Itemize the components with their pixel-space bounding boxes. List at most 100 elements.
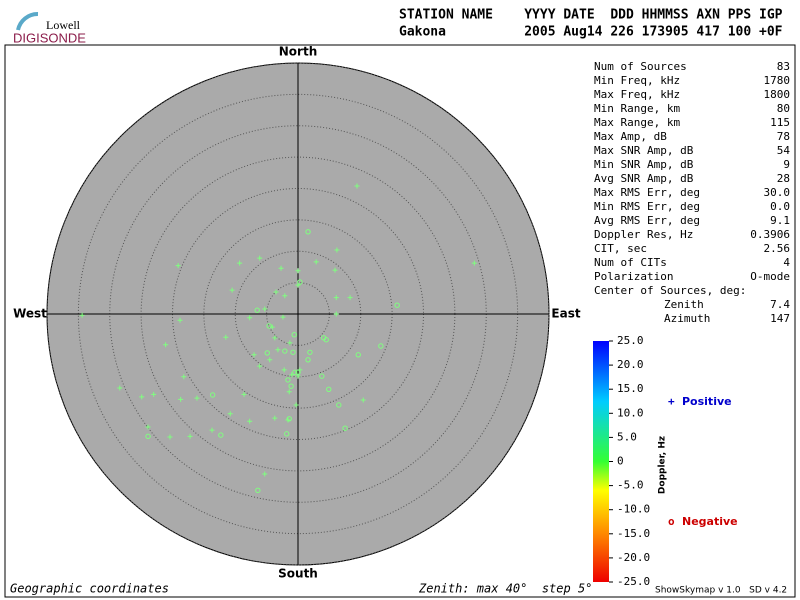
east-label: East bbox=[551, 307, 580, 321]
source-plus bbox=[247, 315, 253, 321]
source-circle bbox=[286, 416, 292, 422]
source-plus bbox=[257, 255, 263, 261]
source-plus bbox=[227, 411, 233, 417]
source-plus bbox=[272, 335, 278, 341]
south-label: South bbox=[278, 567, 318, 581]
source-plus bbox=[295, 268, 301, 274]
stat-value: 0.3906 bbox=[750, 228, 790, 241]
center-row-label: Azimuth bbox=[664, 312, 710, 325]
stat-value: 9.1 bbox=[770, 214, 790, 227]
colorbar bbox=[593, 341, 609, 582]
source-plus bbox=[194, 395, 200, 401]
source-plus bbox=[223, 334, 229, 340]
stat-label: Max Amp, dB bbox=[594, 130, 667, 143]
stat-label: Avg SNR Amp, dB bbox=[594, 172, 694, 185]
center-row-label: Zenith bbox=[664, 298, 704, 311]
colorbar-label: Doppler, Hz bbox=[658, 436, 668, 494]
stat-label: Min RMS Err, deg bbox=[594, 200, 700, 213]
stat-value: O-mode bbox=[750, 270, 790, 283]
source-circle bbox=[282, 348, 288, 354]
source-plus bbox=[178, 396, 184, 402]
source-plus bbox=[209, 427, 215, 433]
header-labels: STATION NAME YYYY DATE DDD HHMMSS AXN PP… bbox=[399, 8, 783, 23]
source-plus bbox=[282, 293, 288, 299]
source-plus bbox=[175, 263, 181, 269]
source-plus bbox=[354, 183, 360, 189]
stat-label: Min Freq, kHz bbox=[594, 74, 680, 87]
north-label: North bbox=[279, 45, 317, 59]
stat-value: 83 bbox=[777, 60, 790, 73]
colorbar-tick-label: 20.0 bbox=[617, 358, 644, 371]
source-plus bbox=[229, 287, 235, 293]
source-plus bbox=[293, 402, 299, 408]
source-plus bbox=[286, 389, 292, 395]
source-circle bbox=[305, 357, 311, 363]
legend-symbol: o bbox=[668, 515, 675, 528]
source-circle bbox=[285, 377, 291, 383]
source-plus bbox=[333, 311, 339, 317]
source-plus bbox=[267, 357, 273, 363]
source-plus bbox=[347, 295, 353, 301]
source-plus bbox=[285, 417, 291, 423]
source-circle bbox=[378, 343, 384, 349]
source-plus bbox=[333, 295, 339, 301]
stat-value: 28 bbox=[777, 172, 790, 185]
source-circle bbox=[264, 350, 270, 356]
logo-top: Lowell bbox=[46, 18, 81, 32]
source-circle bbox=[319, 373, 325, 379]
source-circle bbox=[288, 383, 294, 389]
source-circle bbox=[305, 229, 311, 235]
source-plus bbox=[187, 433, 193, 439]
stat-value: 54 bbox=[777, 144, 791, 157]
stat-label: Num of Sources bbox=[594, 60, 687, 73]
source-circle bbox=[336, 402, 342, 408]
source-plus bbox=[332, 267, 338, 273]
stat-label: Max SNR Amp, dB bbox=[594, 144, 694, 157]
colorbar-tick-label: 5.0 bbox=[617, 430, 637, 443]
source-circle bbox=[297, 279, 303, 285]
source-plus bbox=[117, 385, 123, 391]
stat-label: CIT, sec bbox=[594, 242, 647, 255]
source-circle bbox=[307, 349, 313, 355]
frame bbox=[4, 44, 796, 598]
colorbar-tick-label: -10.0 bbox=[617, 503, 650, 516]
source-plus bbox=[281, 367, 287, 373]
source-plus bbox=[360, 397, 366, 403]
source-plus bbox=[334, 247, 340, 253]
source-circle bbox=[254, 307, 260, 313]
source-plus bbox=[181, 374, 187, 380]
footer-mid: Zenith: max 40° step 5° bbox=[418, 582, 592, 596]
source-plus bbox=[163, 342, 169, 348]
source-plus bbox=[262, 471, 268, 477]
source-circle bbox=[266, 323, 272, 329]
stat-value: 1780 bbox=[764, 74, 791, 87]
stat-label: Num of CITs bbox=[594, 256, 667, 269]
source-plus bbox=[273, 289, 279, 295]
source-circle bbox=[292, 369, 298, 376]
source-plus bbox=[272, 415, 278, 421]
source-plus bbox=[280, 314, 286, 320]
stat-value: 1800 bbox=[764, 88, 791, 101]
logo-swoosh bbox=[16, 11, 39, 31]
stat-label: Min Range, km bbox=[594, 102, 680, 115]
source-circle bbox=[290, 349, 296, 355]
legend-label: Positive bbox=[682, 395, 732, 408]
source-plus bbox=[471, 260, 477, 266]
stat-label: Max RMS Err, deg bbox=[594, 186, 700, 199]
stat-label: Max Freq, kHz bbox=[594, 88, 680, 101]
source-plus bbox=[167, 434, 173, 440]
source-plus bbox=[313, 259, 319, 265]
legend-symbol: + bbox=[668, 395, 675, 408]
source-plus bbox=[289, 372, 295, 378]
source-circle bbox=[209, 392, 216, 398]
source-plus bbox=[139, 394, 145, 400]
stat-label: Avg RMS Err, deg bbox=[594, 214, 700, 227]
stat-value: 0.0 bbox=[770, 200, 790, 213]
stat-label: Max Range, km bbox=[594, 116, 680, 129]
west-label: West bbox=[13, 307, 47, 321]
source-circle bbox=[394, 302, 400, 308]
source-plus bbox=[287, 340, 293, 346]
source-plus bbox=[145, 424, 151, 430]
stat-value: 80 bbox=[777, 102, 790, 115]
source-plus bbox=[275, 347, 281, 353]
